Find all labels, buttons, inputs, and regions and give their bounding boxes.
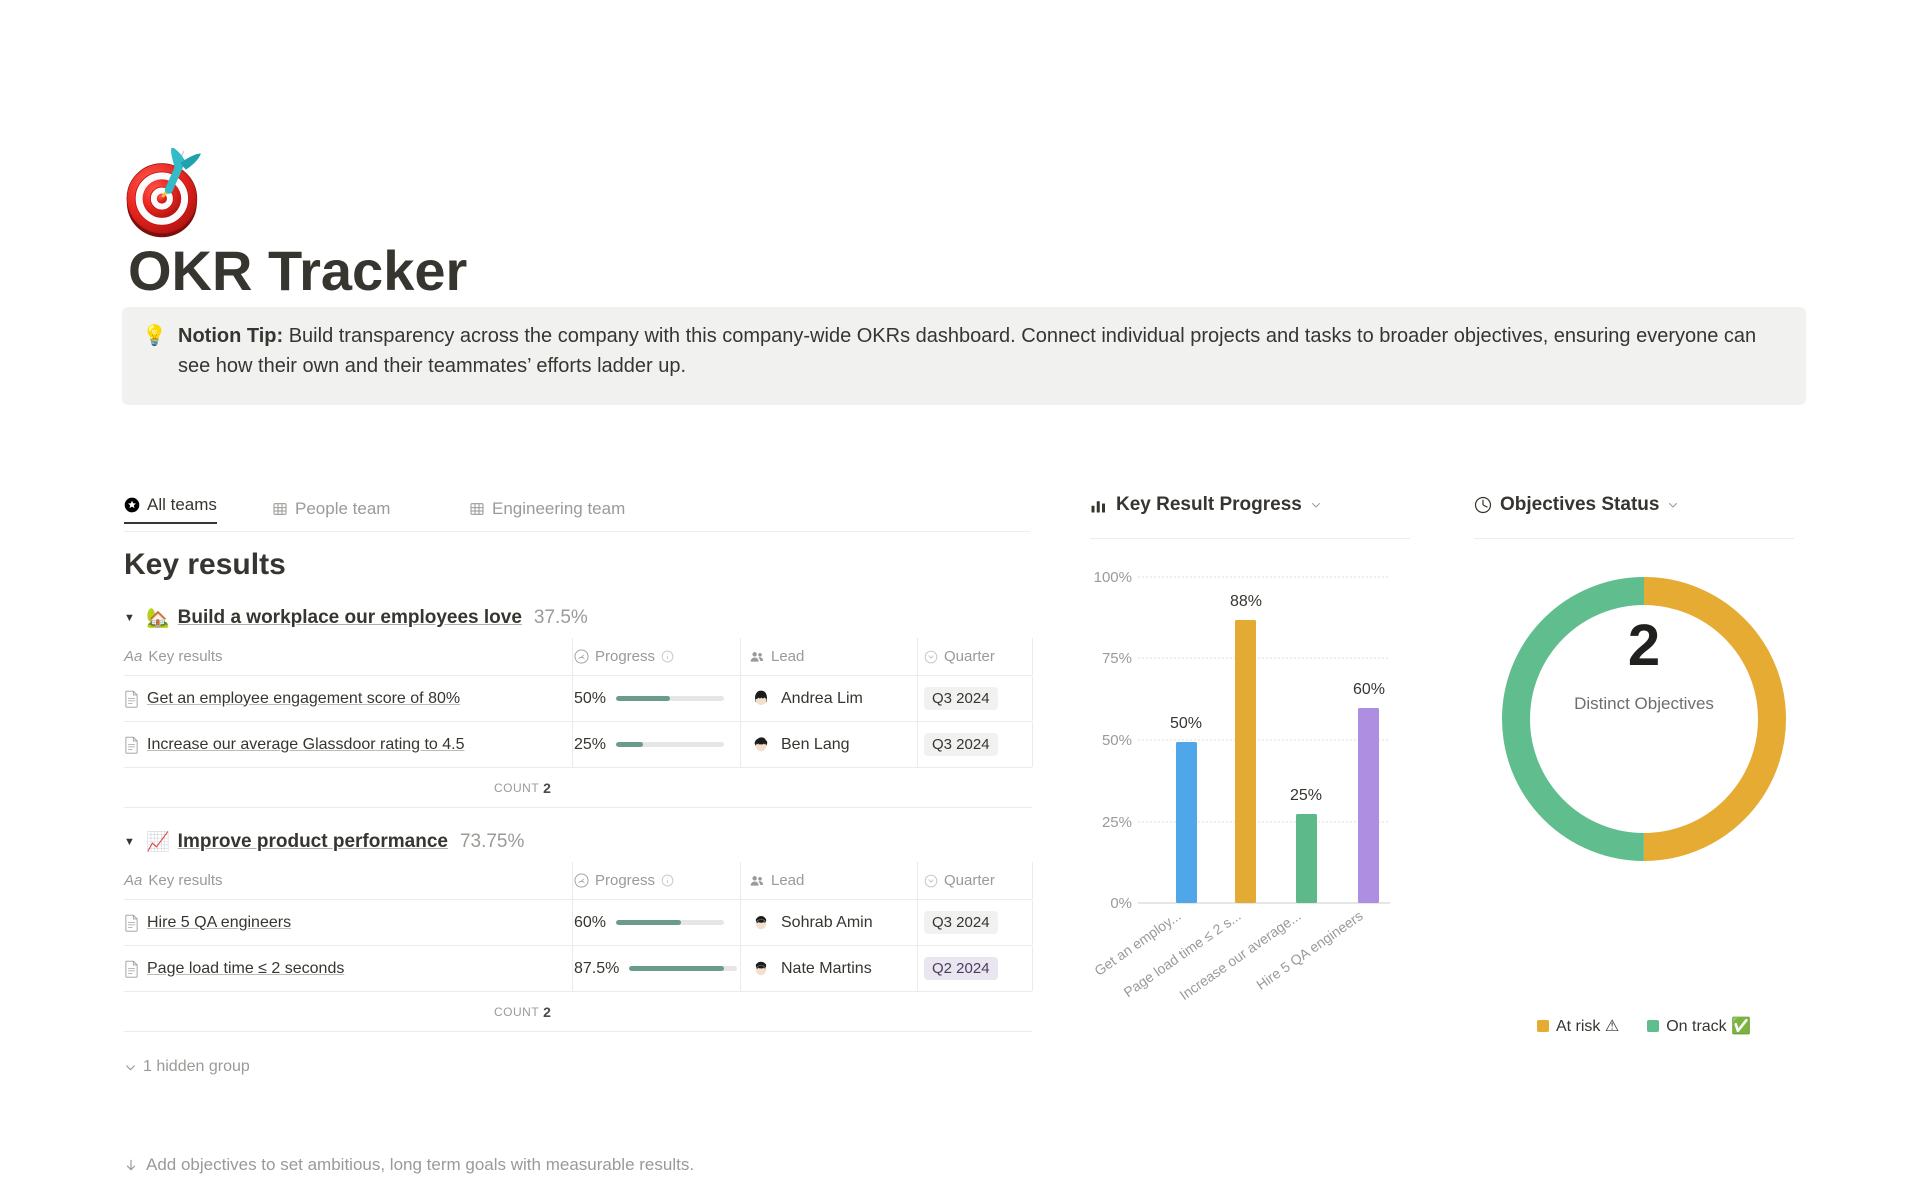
svg-text:25%: 25% bbox=[1290, 787, 1322, 804]
svg-text:88%: 88% bbox=[1230, 593, 1262, 610]
svg-text:50%: 50% bbox=[1170, 715, 1202, 732]
svg-text:75%: 75% bbox=[1102, 650, 1132, 667]
svg-text:Hire 5 QA engineers: Hire 5 QA engineers bbox=[1253, 907, 1365, 992]
svg-text:0%: 0% bbox=[1110, 895, 1132, 912]
svg-text:25%: 25% bbox=[1102, 814, 1132, 831]
svg-text:100%: 100% bbox=[1094, 569, 1132, 586]
svg-text:60%: 60% bbox=[1353, 681, 1385, 698]
svg-text:50%: 50% bbox=[1102, 732, 1132, 749]
